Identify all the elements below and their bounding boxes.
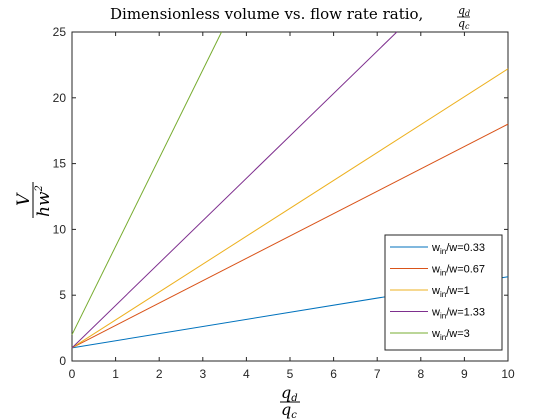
x-tick-label: 7 xyxy=(374,367,381,381)
legend-label-3: win/w=1.33 xyxy=(431,307,485,321)
series-line-3 xyxy=(71,31,398,349)
x-tick-label: 5 xyxy=(287,367,294,381)
y-tick-label: 25 xyxy=(53,25,67,39)
xlabel-den: qc xyxy=(281,400,297,420)
xlabel-num: qd xyxy=(281,383,298,404)
legend: win/w=0.33 win/w=0.67 win/w=1 win/w=1.33 win… xyxy=(384,234,503,351)
title-frac-den: qc xyxy=(458,17,470,31)
ylabel-den: hw2 xyxy=(34,185,54,217)
y-tick-label: 20 xyxy=(53,91,67,105)
x-tick-label: 9 xyxy=(461,367,468,381)
x-tick-label: 1 xyxy=(112,367,119,381)
series-line-4 xyxy=(71,31,222,335)
title-frac-num: qd xyxy=(458,4,470,18)
legend-label-0: win/w=0.33 xyxy=(431,242,485,256)
x-tick-label: 8 xyxy=(417,367,424,381)
y-tick-label: 15 xyxy=(53,157,67,171)
x-tick-label: 10 xyxy=(501,367,515,381)
series-line-2 xyxy=(71,68,509,349)
legend-label-2: win/w=1 xyxy=(431,285,470,299)
axis-ticks: 0 1 2 3 4 5 6 7 8 9 10 0 5 10 15 20 25 xyxy=(53,25,515,381)
x-tick-label: 3 xyxy=(199,367,206,381)
chart-title: Dimensionless volume vs. flow rate ratio… xyxy=(110,5,423,23)
y-axis-label: V hw2 xyxy=(14,182,54,218)
series-lines xyxy=(71,31,509,349)
legend-label-1: win/w=0.67 xyxy=(431,264,485,278)
legend-label-4: win/w=3 xyxy=(431,328,470,342)
title-fraction: qd qc xyxy=(457,4,470,31)
y-tick-label: 0 xyxy=(59,354,66,368)
x-axis-label: qd qc xyxy=(280,383,300,420)
series-line-1 xyxy=(71,123,509,349)
y-tick-label: 10 xyxy=(53,222,67,236)
ylabel-num: V xyxy=(14,192,34,206)
x-tick-label: 4 xyxy=(243,367,250,381)
legend-box xyxy=(384,234,503,351)
y-tick-label: 5 xyxy=(59,288,66,302)
x-tick-label: 0 xyxy=(69,367,76,381)
x-tick-label: 6 xyxy=(330,367,337,381)
x-tick-label: 2 xyxy=(156,367,163,381)
